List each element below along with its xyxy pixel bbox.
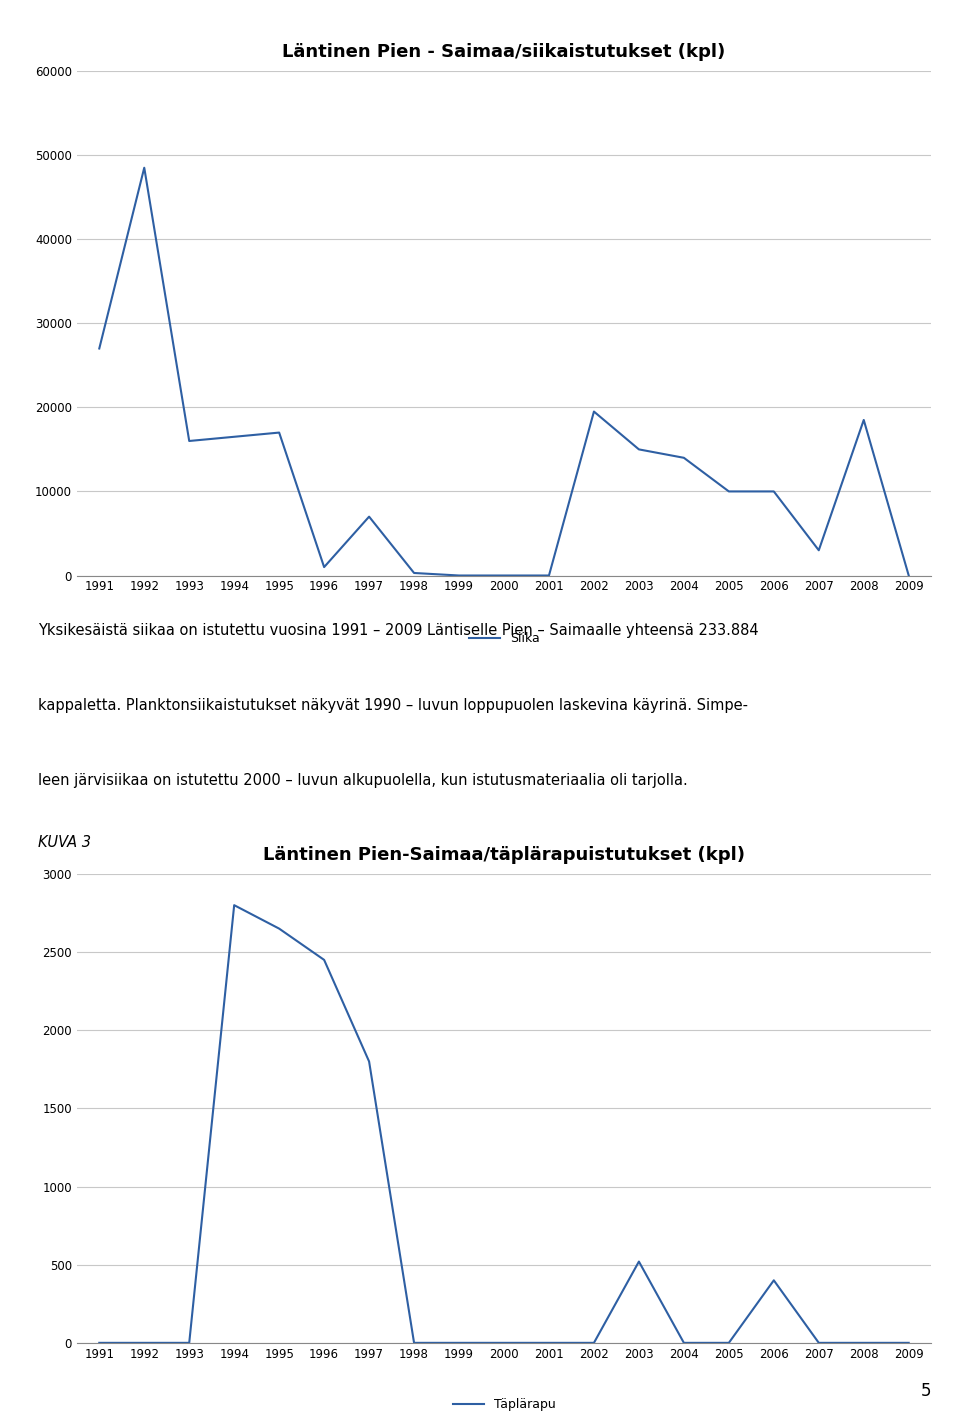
Legend: Täplärapu: Täplärapu (447, 1394, 561, 1417)
Title: Läntinen Pien - Saimaa/siikaistutukset (kpl): Läntinen Pien - Saimaa/siikaistutukset (… (282, 43, 726, 61)
Text: kappaletta. Planktonsiikaistutukset näkyvät 1990 – luvun loppupuolen laskevina k: kappaletta. Planktonsiikaistutukset näky… (38, 698, 749, 713)
Text: leen järvisiikaa on istutettu 2000 – luvun alkupuolella, kun istutusmateriaalia : leen järvisiikaa on istutettu 2000 – luv… (38, 773, 688, 787)
Title: Läntinen Pien-Saimaa/täplärapuistutukset (kpl): Läntinen Pien-Saimaa/täplärapuistutukset… (263, 845, 745, 864)
Legend: Siika: Siika (464, 627, 544, 649)
Text: 5: 5 (921, 1381, 931, 1400)
Text: KUVA 3: KUVA 3 (38, 834, 91, 850)
Text: Yksikesäistä siikaa on istutettu vuosina 1991 – 2009 Läntiselle Pien – Saimaalle: Yksikesäistä siikaa on istutettu vuosina… (38, 624, 759, 638)
